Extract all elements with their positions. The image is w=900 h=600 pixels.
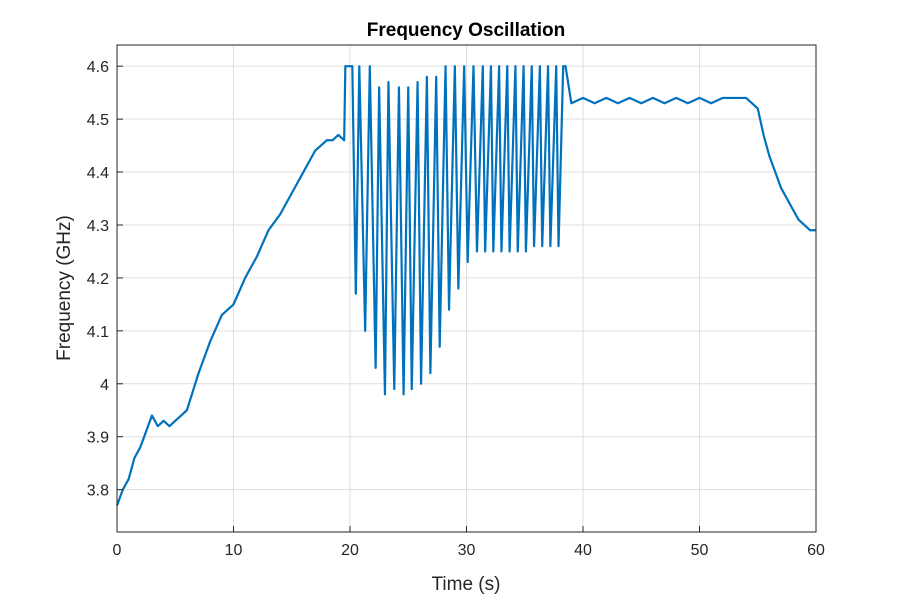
y-tick-label: 4.1 <box>87 324 109 341</box>
y-tick-label: 3.8 <box>87 483 109 500</box>
y-tick-label: 4.5 <box>87 112 109 129</box>
y-tick-label: 4.2 <box>87 271 109 288</box>
x-tick-label: 50 <box>691 542 709 559</box>
x-tick-label: 10 <box>225 542 243 559</box>
series-line <box>115 65 816 506</box>
y-tick-label: 4.4 <box>87 165 109 182</box>
x-tick-label: 0 <box>113 542 122 559</box>
x-tick-label: 30 <box>458 542 476 559</box>
x-tick-label: 20 <box>341 542 359 559</box>
y-tick-label: 3.9 <box>87 430 109 447</box>
chart-title: Frequency Oscillation <box>367 20 566 41</box>
y-tick-label: 4 <box>100 377 109 394</box>
series-group <box>115 65 816 506</box>
y-axis: 3.8 3.9 4 4.1 4.2 4.3 4.4 4.5 4.6 <box>87 59 123 500</box>
x-tick-label: 40 <box>574 542 592 559</box>
y-tick-label: 4.3 <box>87 218 109 235</box>
x-axis-label: Time (s) <box>432 574 501 595</box>
y-axis-label: Frequency (GHz) <box>54 215 75 361</box>
y-tick-label: 4.6 <box>87 59 109 76</box>
x-axis: 0 10 20 30 40 50 60 <box>113 526 825 559</box>
x-tick-label: 60 <box>807 542 825 559</box>
